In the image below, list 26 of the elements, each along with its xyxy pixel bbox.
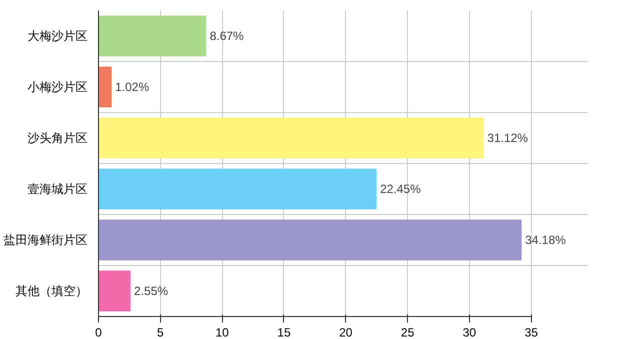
- bar: [98, 118, 484, 158]
- x-tick-label: 35: [524, 326, 538, 339]
- bar: [98, 270, 131, 312]
- bar: [98, 220, 522, 260]
- data-label: 2.55%: [134, 284, 168, 298]
- bar: [98, 168, 377, 210]
- x-tick-label: 0: [95, 326, 102, 339]
- x-tick-label: 25: [400, 326, 415, 339]
- x-tick-label: 30: [462, 326, 476, 339]
- x-tick-label: 10: [215, 326, 230, 339]
- x-tick-label: 15: [277, 326, 291, 339]
- y-tick-label: 小梅沙片区: [28, 80, 88, 94]
- x-tick-label: 20: [339, 326, 353, 339]
- bar: [98, 16, 206, 56]
- data-label: 34.18%: [525, 233, 566, 247]
- y-tick-label: 其他（填空）: [16, 284, 88, 298]
- y-tick-label: 沙头角片区: [28, 131, 88, 145]
- y-tick-label: 大梅沙片区: [28, 29, 88, 43]
- data-label: 22.45%: [380, 182, 422, 196]
- data-label: 1.02%: [115, 80, 150, 94]
- data-label: 8.67%: [210, 29, 244, 43]
- bar: [98, 66, 112, 108]
- x-tick-label: 5: [156, 326, 164, 339]
- data-label: 31.12%: [487, 131, 528, 145]
- y-tick-label: 壹海城片区: [28, 182, 88, 196]
- y-tick-label: 盐田海鲜街片区: [4, 233, 88, 247]
